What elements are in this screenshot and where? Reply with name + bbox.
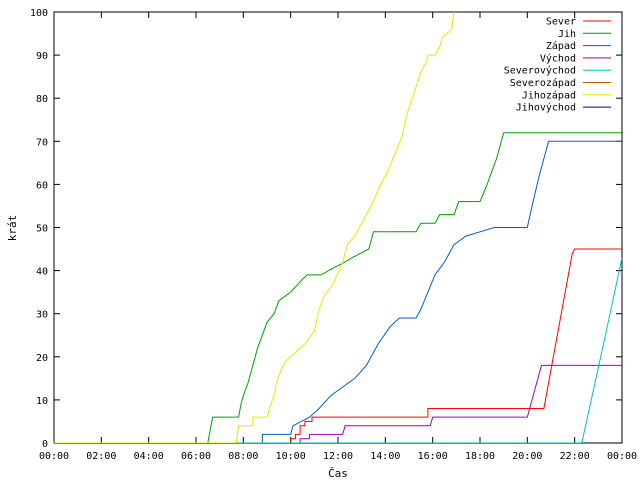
y-tick-label: 60 [36,180,48,191]
series-line-4 [54,364,622,443]
series-line-5 [54,257,622,443]
legend-label: Jihovýchod [516,102,576,114]
x-tick-label: 00:00 [39,451,69,462]
legend-label: Severovýchod [504,65,576,77]
y-tick-label: 100 [30,8,48,19]
x-tick-label: 12:00 [323,451,353,462]
y-tick-label: 90 [36,51,48,62]
series-layer [54,12,622,443]
y-tick-label: 10 [36,396,48,407]
x-tick-label: 04:00 [134,451,164,462]
x-tick-label: 10:00 [276,451,306,462]
legend-label: Jihozápad [522,89,576,101]
legend-label: Jih [558,29,576,40]
x-axis-title: Čas [328,467,348,480]
x-tick-label: 16:00 [418,451,448,462]
y-tick-label: 80 [36,94,48,105]
series-line-3 [54,140,622,443]
y-axis-title: krát [6,215,19,242]
legend-label: Západ [546,40,576,52]
y-tick-label: 40 [36,267,48,278]
legend: SeverJihZápadVýchodSeverovýchodSeverozáp… [504,17,611,114]
y-tick-label: 70 [36,137,48,148]
y-tick-label: 50 [36,224,48,235]
series-line-2 [54,132,622,443]
y-tick-label: 30 [36,310,48,321]
y-tick-label: 20 [36,353,48,364]
legend-label: Východ [540,52,576,64]
x-tick-label: 02:00 [86,451,116,462]
legend-label: Sever [546,17,576,28]
series-line-7 [54,12,455,443]
x-tick-label: 14:00 [370,451,400,462]
x-tick-label: 20:00 [512,451,542,462]
series-line-1 [54,248,622,443]
x-axis: 00:00 02:00 04:00 06:00 08:00 10:00 12:00 14:00… [39,12,637,462]
legend-label: Severozápad [510,77,576,89]
y-axis: 0 10 20 30 40 50 60 70 80 90 100 [30,8,622,450]
x-tick-label: 00:00 [607,451,637,462]
x-tick-label: 22:00 [560,451,590,462]
x-tick-label: 18:00 [465,451,495,462]
x-tick-label: 08:00 [228,451,258,462]
y-tick-label: 0 [42,439,48,450]
x-tick-label: 06:00 [181,451,211,462]
